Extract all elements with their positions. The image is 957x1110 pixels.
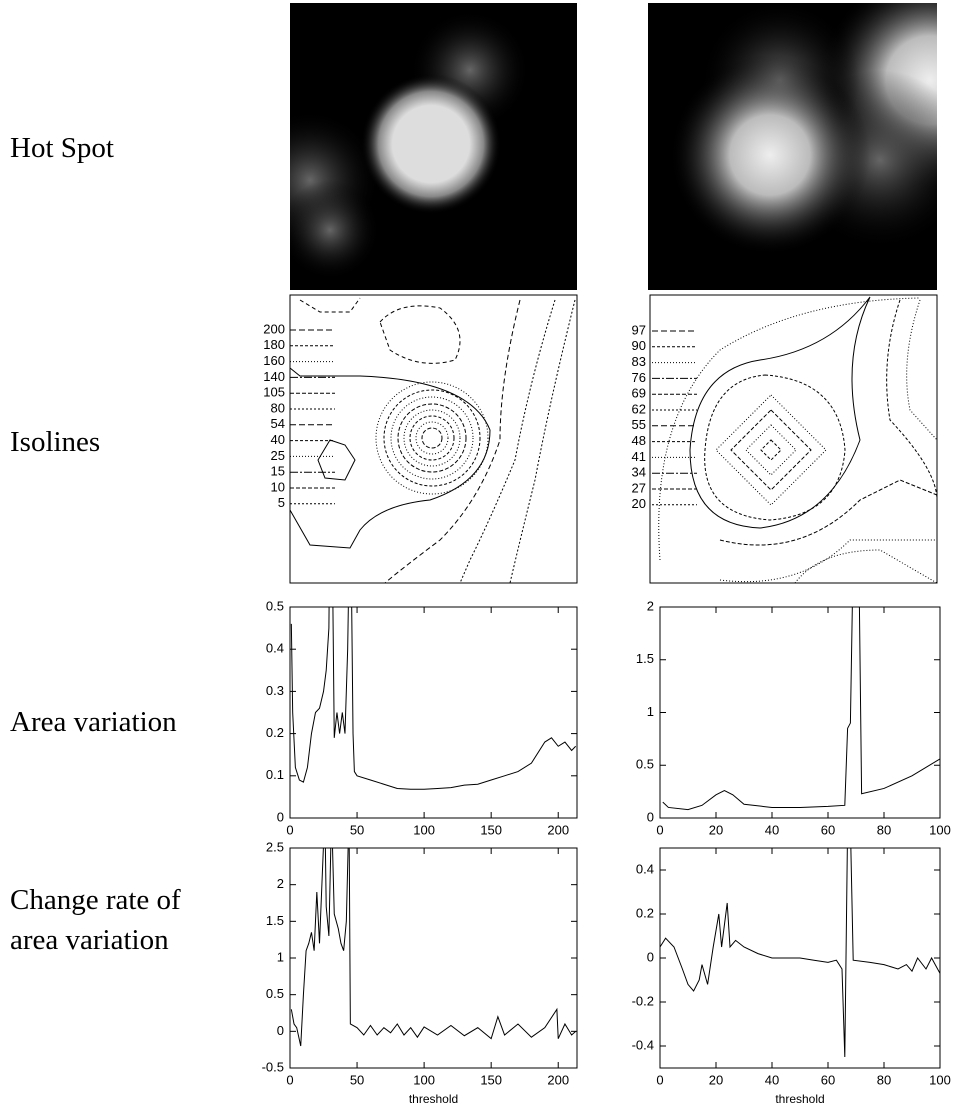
y-tick-label: 0.5 (266, 986, 284, 1001)
plot-frame (660, 607, 940, 818)
data-line (291, 480, 575, 789)
x-tick-label: 150 (480, 822, 502, 837)
x-tick-label: 80 (877, 822, 891, 837)
x-axis-label: threshold (775, 1092, 824, 1106)
x-tick-label: 40 (765, 1072, 779, 1087)
y-tick-label: 0 (647, 949, 654, 964)
y-tick-label: 1.5 (636, 651, 654, 666)
x-tick-label: 100 (929, 822, 951, 837)
x-tick-label: 80 (877, 1072, 891, 1087)
y-tick-label: -0.5 (262, 1059, 284, 1074)
isolines-plot (290, 295, 577, 583)
x-tick-label: 100 (929, 1072, 951, 1087)
level-label: 140 (263, 369, 285, 384)
y-tick-label: 2.5 (266, 839, 284, 854)
level-label: 55 (632, 417, 646, 432)
level-label: 41 (632, 449, 646, 464)
x-tick-label: 60 (821, 822, 835, 837)
y-tick-label: 2 (277, 876, 284, 891)
data-line (663, 554, 940, 809)
data-line (291, 811, 575, 1046)
level-label: 97 (632, 322, 646, 337)
page: Hot Spot Isolines Area variation Change … (0, 0, 957, 1110)
level-label: 27 (632, 480, 646, 495)
level-label: 90 (632, 338, 646, 353)
x-tick-label: 0 (656, 1072, 663, 1087)
level-label: 83 (632, 354, 646, 369)
x-tick-label: 100 (413, 1072, 435, 1087)
plot-area (291, 811, 575, 1046)
level-label: 200 (263, 321, 285, 336)
y-tick-label: 0.2 (636, 905, 654, 920)
x-tick-label: 20 (709, 1072, 723, 1087)
y-tick-label: -0.2 (632, 993, 654, 1008)
level-label: 80 (271, 400, 285, 415)
level-label: 76 (632, 370, 646, 385)
level-label: 34 (632, 465, 646, 480)
y-tick-label: 2 (647, 598, 654, 613)
x-tick-label: 0 (286, 1072, 293, 1087)
level-label: 5 (278, 495, 285, 510)
level-label: 40 (271, 432, 285, 447)
y-tick-label: 0.2 (266, 725, 284, 740)
x-tick-label: 200 (547, 1072, 569, 1087)
level-label: 105 (263, 385, 285, 400)
hot-spot-image (648, 0, 957, 290)
level-label: 48 (632, 433, 646, 448)
x-tick-label: 0 (286, 822, 293, 837)
level-label: 180 (263, 337, 285, 352)
y-tick-label: 0 (277, 1023, 284, 1038)
data-line (660, 826, 940, 1057)
level-label: 62 (632, 401, 646, 416)
y-tick-label: -0.4 (632, 1037, 654, 1052)
y-tick-label: 0.5 (636, 757, 654, 772)
level-label: 20 (632, 496, 646, 511)
y-tick-label: 0 (647, 809, 654, 824)
plot-area (660, 826, 940, 1057)
y-tick-label: 0.1 (266, 767, 284, 782)
figure: 2001801601401058054402515105979083766962… (0, 0, 957, 1110)
level-label: 160 (263, 353, 285, 368)
level-label: 10 (271, 479, 285, 494)
y-tick-label: 0.5 (266, 598, 284, 613)
y-tick-label: 1 (647, 704, 654, 719)
x-tick-label: 60 (821, 1072, 835, 1087)
level-label: 25 (271, 448, 285, 463)
x-tick-label: 100 (413, 822, 435, 837)
y-tick-label: 1.5 (266, 913, 284, 928)
y-tick-label: 0.4 (636, 861, 654, 876)
x-tick-label: 200 (547, 822, 569, 837)
x-tick-label: 20 (709, 822, 723, 837)
y-tick-label: 0 (277, 809, 284, 824)
x-axis-label: threshold (409, 1092, 458, 1106)
y-tick-label: 1 (277, 949, 284, 964)
x-tick-label: 50 (350, 822, 364, 837)
x-tick-label: 150 (480, 1072, 502, 1087)
x-tick-label: 50 (350, 1072, 364, 1087)
y-tick-label: 0.3 (266, 683, 284, 698)
level-label: 69 (632, 386, 646, 401)
hot-spot-image (240, 3, 577, 290)
isolines-plot (650, 295, 937, 583)
y-tick-label: 0.4 (266, 641, 284, 656)
level-label: 54 (271, 416, 285, 431)
plot-area (291, 480, 575, 789)
x-tick-label: 40 (765, 822, 779, 837)
plot-area (663, 554, 940, 809)
level-label: 15 (271, 464, 285, 479)
x-tick-label: 0 (656, 822, 663, 837)
